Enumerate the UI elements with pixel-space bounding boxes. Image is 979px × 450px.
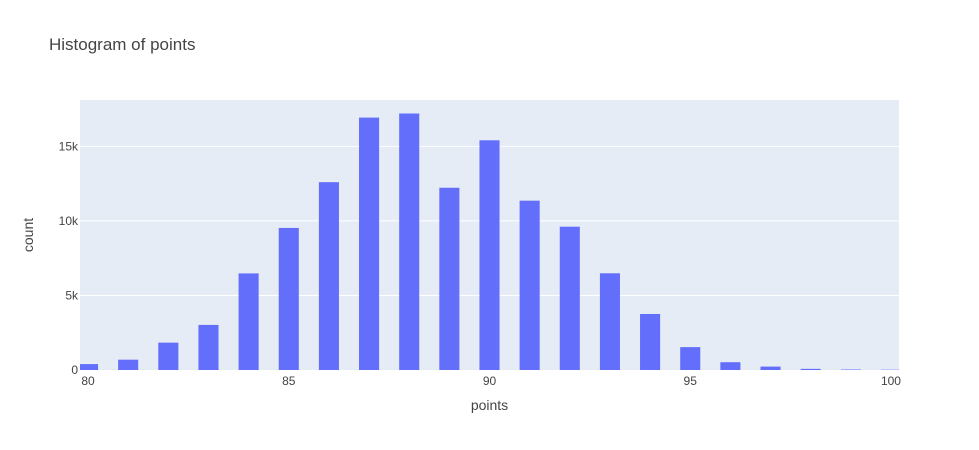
histogram-bar[interactable] xyxy=(559,226,580,370)
histogram-bar[interactable] xyxy=(118,359,139,370)
histogram-bar[interactable] xyxy=(599,273,620,370)
y-axis-label: count xyxy=(20,218,36,252)
y-axis-ticks: 0 5k 10k 15k xyxy=(59,139,79,377)
histogram-bar[interactable] xyxy=(318,182,339,370)
x-axis-ticks: 80 85 90 95 100 xyxy=(81,374,901,388)
x-tick-label: 95 xyxy=(684,374,698,388)
histogram-bar[interactable] xyxy=(439,187,460,370)
histogram-bar[interactable] xyxy=(720,362,741,370)
y-tick-label: 5k xyxy=(65,288,79,302)
histogram-bar[interactable] xyxy=(278,227,299,370)
histogram-bar[interactable] xyxy=(399,113,420,370)
histogram-bar[interactable] xyxy=(198,324,219,370)
histogram-bar[interactable] xyxy=(519,200,540,370)
x-axis-label: points xyxy=(471,397,508,413)
x-tick-label: 80 xyxy=(81,374,95,388)
x-tick-label: 90 xyxy=(483,374,497,388)
histogram-bar[interactable] xyxy=(760,366,781,370)
histogram-bar[interactable] xyxy=(158,342,179,370)
y-tick-label: 15k xyxy=(59,139,79,153)
x-tick-label: 85 xyxy=(282,374,296,388)
chart-title: Histogram of points xyxy=(49,35,195,54)
histogram-bar[interactable] xyxy=(80,364,99,370)
histogram-bar[interactable] xyxy=(800,368,821,370)
y-tick-label: 0 xyxy=(71,363,78,377)
histogram-bar[interactable] xyxy=(359,117,380,371)
bars xyxy=(80,113,899,371)
x-tick-label: 100 xyxy=(881,374,901,388)
histogram-bar[interactable] xyxy=(680,347,701,370)
y-tick-label: 10k xyxy=(59,214,79,228)
histogram-bar[interactable] xyxy=(640,313,661,370)
histogram-bar[interactable] xyxy=(479,140,500,370)
histogram-bar[interactable] xyxy=(238,273,259,370)
